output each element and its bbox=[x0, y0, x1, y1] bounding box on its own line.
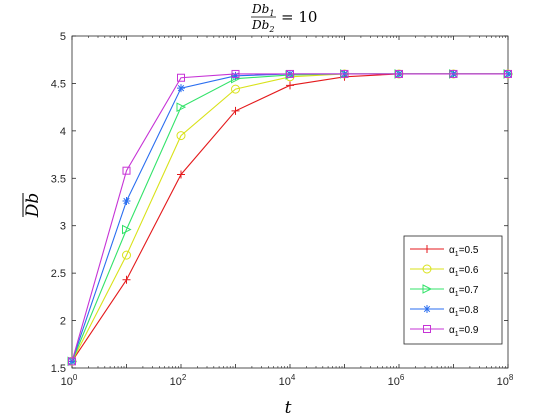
title-denominator: Db bbox=[251, 18, 269, 32]
data-point bbox=[231, 84, 240, 94]
legend-label: α1=0.5 bbox=[449, 245, 479, 258]
legend-entry: α1=0.8 bbox=[410, 305, 479, 318]
x-tick-label: 104 bbox=[279, 373, 296, 388]
y-tick-label: 3.5 bbox=[51, 173, 66, 185]
data-point bbox=[122, 197, 131, 206]
data-point bbox=[423, 245, 431, 253]
svg-text:Db1: Db1 bbox=[251, 2, 274, 18]
x-tick-label: 102 bbox=[170, 373, 187, 388]
data-point bbox=[176, 131, 186, 141]
series-line bbox=[71, 73, 508, 362]
data-point bbox=[449, 69, 458, 78]
x-tick-label: 108 bbox=[497, 373, 514, 388]
legend-label: α1=0.9 bbox=[449, 325, 479, 338]
data-point bbox=[340, 69, 349, 78]
legend-entry: α1=0.9 bbox=[410, 325, 479, 338]
x-tick-label: 106 bbox=[388, 373, 405, 388]
legend: α1=0.5 α1=0.6 α1=0.7 α1=0.8 α1=0.9 bbox=[403, 235, 503, 345]
data-point bbox=[122, 224, 132, 235]
legend-label: α1=0.7 bbox=[449, 285, 479, 298]
svg-text:Db2: Db2 bbox=[251, 18, 274, 34]
legend-entry: α1=0.7 bbox=[410, 284, 479, 298]
data-point bbox=[231, 71, 240, 80]
title-denominator-sub: 2 bbox=[268, 25, 274, 34]
y-tick-label: 2.5 bbox=[51, 268, 66, 280]
legend-entry: α1=0.5 bbox=[410, 245, 479, 258]
data-point bbox=[423, 305, 431, 313]
y-axis-label-group: Db bbox=[22, 193, 43, 219]
data-point bbox=[68, 357, 76, 366]
axis-ticks: 1.5 2 2.5 3 3.5 4 4.5 5 100 102 104 106 108 bbox=[51, 31, 514, 388]
x-axis-label: t bbox=[285, 398, 292, 418]
data-point bbox=[423, 325, 431, 333]
y-tick-label: 1.5 bbox=[51, 363, 66, 375]
data-point bbox=[286, 81, 294, 90]
data-point bbox=[422, 264, 432, 274]
data-point bbox=[177, 170, 185, 179]
y-axis-label: Db bbox=[23, 193, 43, 219]
data-point bbox=[122, 275, 131, 284]
data-point bbox=[122, 166, 131, 175]
y-tick-label: 2 bbox=[60, 316, 66, 328]
data-point bbox=[504, 69, 512, 78]
data-point bbox=[422, 284, 433, 294]
data-point bbox=[286, 69, 294, 78]
legend-box bbox=[403, 235, 503, 345]
data-point bbox=[177, 73, 185, 82]
data-point bbox=[177, 84, 185, 93]
y-tick-label: 4.5 bbox=[51, 78, 66, 90]
y-tick-label: 4 bbox=[60, 126, 66, 138]
data-point bbox=[176, 102, 187, 112]
chart-title: Db1 Db2 = 10 bbox=[251, 2, 317, 34]
data-point bbox=[231, 69, 240, 78]
data-point bbox=[122, 250, 131, 260]
title-numerator-sub: 1 bbox=[269, 9, 274, 18]
data-point bbox=[231, 106, 240, 115]
legend-label: α1=0.6 bbox=[449, 265, 479, 278]
y-tick-label: 3 bbox=[60, 221, 66, 233]
y-tick-label: 5 bbox=[60, 31, 66, 43]
data-point bbox=[395, 69, 403, 78]
x-tick-label: 100 bbox=[61, 373, 78, 388]
legend-entry: α1=0.6 bbox=[410, 264, 479, 278]
legend-label: α1=0.8 bbox=[449, 305, 479, 318]
title-numerator: Db bbox=[251, 2, 269, 16]
series-5 bbox=[68, 69, 512, 366]
series-layer bbox=[67, 69, 514, 367]
title-equals: = 10 bbox=[281, 8, 317, 26]
